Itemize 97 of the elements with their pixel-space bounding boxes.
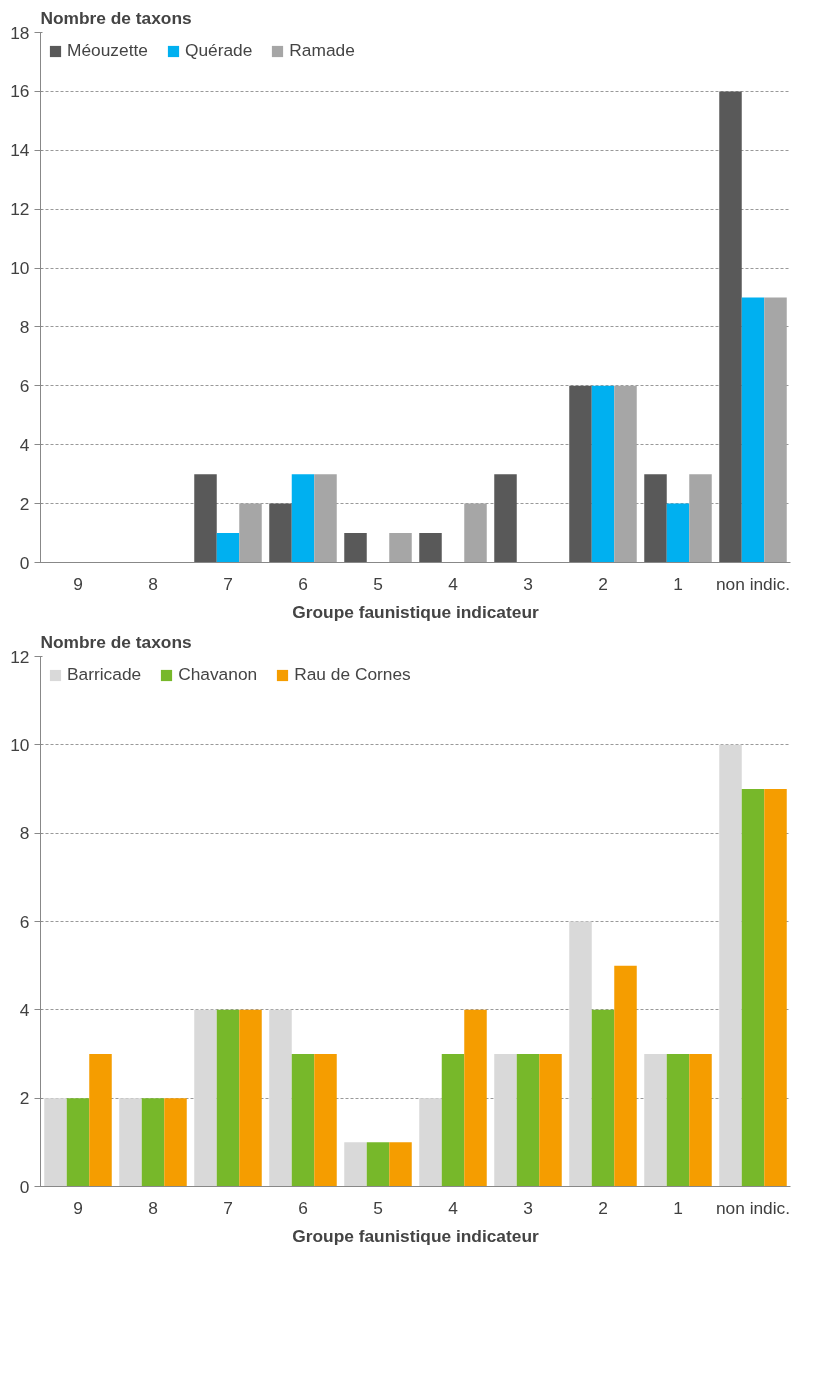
bar <box>464 1009 487 1187</box>
bar <box>389 1142 412 1187</box>
bar <box>366 1142 390 1187</box>
x-tick-label: 3 <box>523 573 533 594</box>
x-tick-label: 8 <box>148 573 158 594</box>
x-tick-label: 7 <box>223 573 233 594</box>
bar <box>741 789 765 1187</box>
bar <box>89 1054 112 1187</box>
bar <box>569 385 592 563</box>
bar <box>239 503 262 563</box>
bar <box>741 297 765 563</box>
bar <box>689 1054 712 1187</box>
x-tick-label: 3 <box>523 1197 533 1218</box>
x-tick-label: 6 <box>298 1197 308 1218</box>
legend-label: Quérade <box>184 40 253 61</box>
bar <box>516 1054 540 1187</box>
bar <box>591 385 615 563</box>
y-tick-label: 4 <box>19 434 30 455</box>
bar <box>494 1054 517 1187</box>
bar <box>441 1054 465 1187</box>
bar <box>291 1054 315 1187</box>
bar <box>719 91 742 563</box>
legend-label: Rau de Cornes <box>294 664 411 685</box>
x-axis-title: Groupe faunistique indicateur <box>292 601 539 622</box>
x-tick-label: 2 <box>598 1197 608 1218</box>
y-tick-label: 2 <box>19 1088 30 1109</box>
y-tick-label: 10 <box>10 258 30 279</box>
bar <box>66 1098 90 1187</box>
bar <box>389 533 412 563</box>
bar <box>764 789 787 1187</box>
x-tick-label: 4 <box>448 573 459 594</box>
bar <box>719 744 742 1187</box>
bar <box>344 1142 367 1187</box>
x-tick-label: 9 <box>73 573 83 594</box>
bar <box>614 965 637 1187</box>
bar <box>269 1009 292 1187</box>
y-tick-label: 12 <box>10 199 30 220</box>
bar <box>644 474 667 563</box>
bar <box>216 1009 240 1187</box>
x-tick-label: 1 <box>673 1197 683 1218</box>
y-tick-label: 4 <box>19 999 30 1020</box>
bar <box>344 533 367 563</box>
y-axis-title: Nombre de taxons <box>40 7 192 28</box>
bar <box>666 503 690 563</box>
y-tick-label: 2 <box>19 493 30 514</box>
y-tick-label: 8 <box>19 316 30 337</box>
x-tick-label: 6 <box>298 573 308 594</box>
bar <box>194 1009 217 1187</box>
y-tick-label: 8 <box>19 823 30 844</box>
x-tick-label: 2 <box>598 573 608 594</box>
legend-label: Méouzette <box>67 40 148 61</box>
bar <box>569 921 592 1187</box>
x-tick-label: 5 <box>373 1197 383 1218</box>
bar <box>419 1098 442 1187</box>
bar <box>464 503 487 563</box>
bar <box>164 1098 187 1187</box>
x-tick-label: 5 <box>373 573 383 594</box>
x-tick-label: non indic. <box>715 573 791 594</box>
legend-label: Barricade <box>67 664 142 685</box>
bar <box>314 1054 337 1187</box>
bar <box>44 1098 67 1187</box>
y-tick-label: 6 <box>19 375 30 396</box>
x-tick-label: 8 <box>148 1197 158 1218</box>
bar <box>141 1098 165 1187</box>
y-tick-label: 18 <box>10 22 30 43</box>
bar <box>239 1009 262 1187</box>
y-axis-title: Nombre de taxons <box>40 631 192 652</box>
bar <box>764 297 787 563</box>
bar <box>689 474 712 563</box>
bar <box>119 1098 142 1187</box>
x-tick-label: 1 <box>673 573 683 594</box>
bar <box>194 474 217 563</box>
bar <box>591 1009 615 1187</box>
y-tick-label: 16 <box>10 81 30 102</box>
legend-label: Chavanon <box>178 664 258 685</box>
bar <box>614 385 637 563</box>
bar <box>666 1054 690 1187</box>
bar <box>539 1054 562 1187</box>
x-tick-label: 4 <box>448 1197 459 1218</box>
y-tick-label: 12 <box>10 646 30 667</box>
x-tick-label: 7 <box>223 1197 233 1218</box>
bar <box>419 533 442 563</box>
y-tick-label: 10 <box>10 734 30 755</box>
bar <box>314 474 337 563</box>
bar <box>291 474 315 563</box>
x-tick-label: 9 <box>73 1197 83 1218</box>
bar <box>269 503 292 563</box>
y-tick-label: 0 <box>19 552 30 573</box>
x-axis-title: Groupe faunistique indicateur <box>292 1225 539 1246</box>
x-tick-label: non indic. <box>715 1197 791 1218</box>
y-tick-label: 6 <box>19 911 30 932</box>
bar <box>644 1054 667 1187</box>
y-tick-label: 0 <box>19 1176 30 1197</box>
legend-label: Ramade <box>289 40 355 61</box>
bar <box>216 533 240 563</box>
y-tick-label: 14 <box>10 140 30 161</box>
bar <box>494 474 517 563</box>
